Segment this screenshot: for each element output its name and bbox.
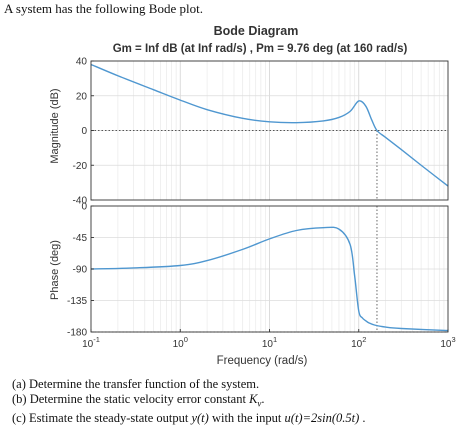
y-tick-label: -180 — [67, 328, 87, 339]
bode-plot: Bode Diagram Gm = Inf dB (at Inf rad/s) … — [0, 0, 474, 376]
y-tick-label: 40 — [76, 57, 88, 68]
phase-y-label: Phase (deg) — [49, 240, 61, 300]
y-tick-label: -20 — [73, 161, 88, 172]
y-tick-label: 20 — [76, 91, 88, 102]
y-tick-label: 0 — [81, 202, 87, 213]
question-a: (a) Determine the transfer function of t… — [12, 377, 472, 392]
question-c: (c) Estimate the steady-state output y(t… — [12, 411, 472, 425]
question-b: (b) Determine the static velocity error … — [12, 392, 472, 411]
chart-subtitle: Gm = Inf dB (at Inf rad/s) , Pm = 9.76 d… — [113, 43, 408, 55]
question-c-text: (c) Estimate the steady-state output — [12, 411, 191, 425]
kv-symbol: Kv — [249, 392, 261, 406]
question-b-text: (b) Determine the static velocity error … — [12, 392, 249, 406]
magnitude-y-label: Magnitude (dB) — [49, 88, 61, 163]
x-tick-label: 102 — [351, 335, 366, 350]
chart-title: Bode Diagram — [214, 24, 299, 38]
output-symbol: y(t) — [191, 411, 208, 425]
x-tick-label: 101 — [262, 335, 277, 350]
y-tick-label: -135 — [67, 296, 87, 307]
x-axis-label: Frequency (rad/s) — [217, 355, 308, 367]
input-expression: u(t)=2sin(0.5t) — [285, 411, 360, 425]
phase-panel: -180 -135 -90 -45 0 — [67, 202, 448, 339]
x-tick-label: 103 — [440, 335, 455, 350]
x-tick-label: 100 — [173, 335, 188, 350]
y-tick-label: 0 — [81, 126, 87, 137]
y-tick-label: -90 — [73, 265, 88, 276]
question-list: (a) Determine the transfer function of t… — [12, 377, 472, 425]
y-tick-label: -45 — [73, 233, 88, 244]
